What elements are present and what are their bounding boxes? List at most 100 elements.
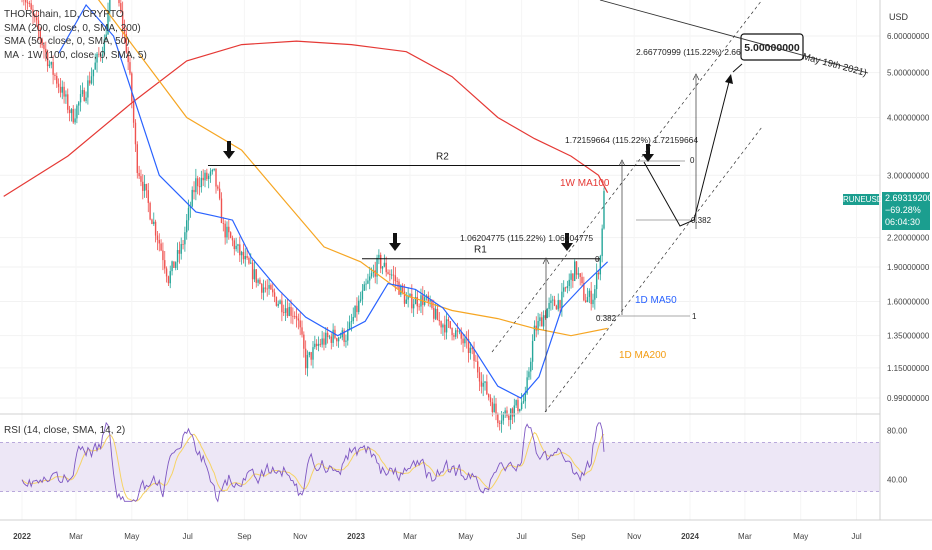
candle-body: [411, 293, 413, 309]
candle-body: [204, 172, 206, 181]
candle-body: [248, 257, 250, 264]
ticker-tag: RUNEUSD: [843, 194, 883, 205]
x-tick-label: 2024: [681, 532, 699, 541]
currency-label: USD: [889, 12, 909, 22]
candle-body: [293, 315, 296, 317]
candle-body: [414, 296, 417, 305]
candle-body: [332, 329, 334, 343]
candle-body: [98, 53, 100, 55]
candle-body: [24, 0, 27, 3]
ma200-label: 1D MA200: [619, 350, 667, 361]
y-tick-label: 5.00000000: [887, 69, 930, 78]
candle-body: [262, 287, 265, 293]
candle-body: [156, 235, 159, 240]
candle-body: [348, 322, 351, 330]
ma50-label: 1D MA50: [635, 295, 677, 306]
candle-body: [109, 0, 111, 12]
down-arrow-r1-break: [561, 233, 573, 251]
candle-body: [434, 308, 437, 319]
candle-body: [54, 74, 56, 76]
candle-body: [590, 290, 592, 305]
candle-body: [165, 268, 168, 277]
candle-body: [550, 300, 552, 304]
candle-body: [175, 262, 177, 268]
candle-body: [67, 94, 69, 110]
candle-body: [217, 186, 219, 189]
candle-body: [552, 299, 554, 301]
candle-body: [255, 269, 257, 283]
candle-body: [381, 266, 384, 269]
candle-body: [487, 394, 490, 398]
candle-body: [184, 232, 186, 245]
candle-body: [149, 202, 151, 220]
candle-body: [281, 300, 283, 313]
candle-body: [153, 221, 155, 224]
candle-body: [196, 178, 199, 187]
candle-body: [264, 287, 267, 289]
candle-body: [383, 262, 386, 267]
candle-body: [134, 122, 137, 145]
x-tick-label: Sep: [237, 532, 252, 541]
candle-body: [261, 283, 263, 293]
candle-body: [433, 308, 435, 319]
candle-body: [259, 279, 261, 284]
candle-body: [548, 303, 550, 309]
fib-1-lower: 1: [692, 312, 697, 321]
candle-body: [169, 271, 171, 284]
candle-body: [151, 219, 153, 224]
candle-body: [85, 97, 87, 101]
candle-body: [416, 296, 419, 307]
candle-body: [50, 62, 52, 65]
down-arrow-r2-test: [642, 144, 654, 162]
candle-body: [59, 86, 62, 93]
candle-body: [250, 262, 252, 264]
candle-body: [475, 360, 477, 362]
candle-body: [257, 279, 259, 283]
candle-body: [79, 94, 82, 103]
candle-body: [228, 226, 230, 233]
candle-body: [131, 73, 133, 102]
candle-body: [599, 256, 602, 275]
candle-body: [99, 54, 102, 56]
candle-body: [541, 317, 543, 327]
down-arrow-r2: [223, 141, 235, 159]
ma100-label: 1W MA100: [560, 178, 610, 189]
candle-body: [477, 361, 479, 373]
rsi-line: [21, 421, 605, 503]
candle-body: [107, 11, 109, 35]
candle-body: [561, 291, 563, 309]
candle-body: [442, 324, 444, 328]
candle-body: [37, 20, 40, 31]
candle-body: [387, 272, 389, 274]
r2-label: R2: [436, 151, 449, 162]
candle-body: [45, 48, 47, 53]
candle-body: [484, 381, 486, 383]
candle-body: [288, 306, 290, 316]
candle-body: [140, 176, 142, 182]
candle-body: [57, 83, 60, 87]
candle-body: [173, 261, 175, 268]
candle-body: [460, 331, 462, 339]
target-pointer: [732, 63, 743, 73]
candle-body: [595, 272, 598, 290]
candle-body: [209, 171, 212, 176]
candle-body: [277, 303, 279, 306]
y-tick-label: 1.90000000: [887, 263, 930, 272]
candle-body: [412, 304, 415, 309]
candle-body: [121, 11, 124, 29]
candle-body: [162, 250, 164, 261]
candle-body: [273, 292, 276, 298]
candle-body: [533, 325, 536, 341]
candle-body: [583, 283, 585, 301]
candle-body: [347, 329, 349, 341]
candle-body: [63, 86, 65, 97]
candle-body: [418, 306, 420, 308]
candle-body: [178, 250, 181, 254]
rsi-tick-label: 40.00: [887, 475, 908, 484]
candle-body: [508, 415, 510, 420]
candle-body: [392, 274, 395, 276]
candle-body: [239, 244, 241, 256]
candle-body: [436, 308, 439, 321]
candle-body: [231, 237, 234, 241]
